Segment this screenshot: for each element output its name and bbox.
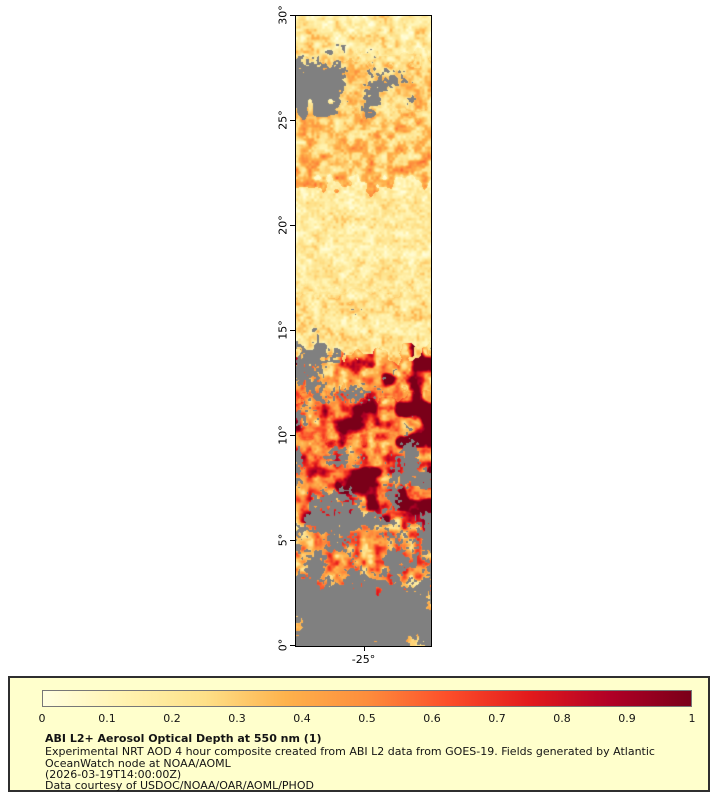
lat-tick-label: 10° [276, 425, 290, 445]
legend-description: Experimental NRT AOD 4 hour composite cr… [45, 745, 655, 770]
legend-title: ABI L2+ Aerosol Optical Depth at 550 nm … [45, 732, 322, 745]
lat-tick-label: 30° [276, 5, 290, 25]
colorbar-tick-label: 0.3 [228, 712, 246, 725]
aod-raster-canvas [296, 16, 431, 646]
colorbar-tick-label: 0.1 [98, 712, 116, 725]
colorbar-tick-label: 0 [38, 712, 46, 725]
legend-timestamp: (2026-03-19T14:00:00Z) [45, 768, 182, 781]
colorbar-tick-label: 0.2 [163, 712, 181, 725]
lat-tick-label: 0° [276, 638, 290, 652]
colorbar-tick-label: 0.4 [293, 712, 311, 725]
colorbar-tick-label: 0.5 [358, 712, 376, 725]
colorbar-tick-label: 0.6 [423, 712, 441, 725]
map-plot [295, 15, 432, 647]
lat-tick-label: 15° [276, 320, 290, 340]
lat-tick-label: 5° [276, 533, 290, 547]
colorbar-tick-label: 1 [688, 712, 696, 725]
colorbar-tick-label: 0.9 [618, 712, 636, 725]
lat-tick-label: 20° [276, 215, 290, 235]
legend-panel: ABI L2+ Aerosol Optical Depth at 550 nm … [8, 676, 710, 792]
colorbar-tick-label: 0.7 [488, 712, 506, 725]
legend-credit: Data courtesy of USDOC/NOAA/OAR/AOML/PHO… [45, 779, 314, 792]
lat-tick-label: 25° [276, 110, 290, 130]
colorbar [42, 690, 692, 707]
lon-tick-label: -25° [351, 653, 376, 666]
colorbar-tick-label: 0.8 [553, 712, 571, 725]
